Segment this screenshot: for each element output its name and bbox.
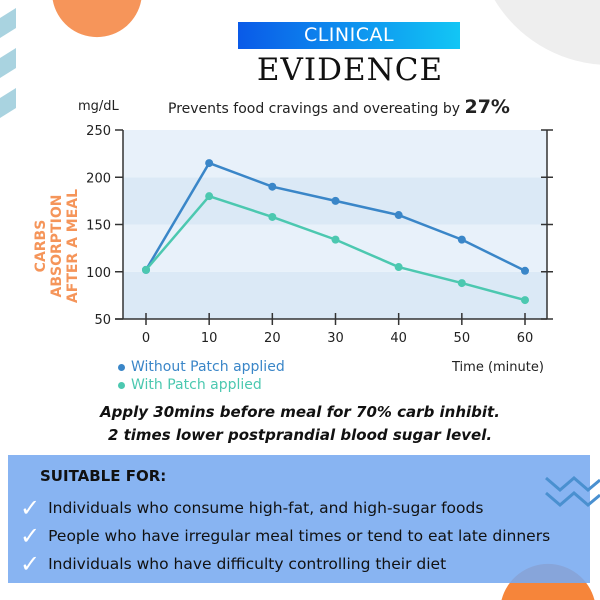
- x-tick-label: 10: [201, 331, 218, 346]
- x-tick-label: 30: [327, 331, 344, 346]
- y-tick-label: 50: [94, 313, 111, 328]
- x-tick-label: 40: [390, 331, 407, 346]
- data-point: [205, 192, 214, 201]
- check-icon: ✓: [20, 522, 41, 550]
- data-point: [457, 235, 466, 244]
- suitable-item: ✓ People who have irregular meal times or…: [20, 522, 550, 550]
- legend-dot: [118, 363, 125, 371]
- data-point: [521, 296, 529, 305]
- x-tick-label: 50: [454, 331, 471, 346]
- y-unit-label: mg/dL: [78, 99, 119, 114]
- orange-circle-decor: [52, 0, 142, 38]
- gray-circle-decor: [494, 0, 600, 65]
- data-point: [394, 263, 403, 272]
- y-tick-label: 250: [86, 124, 111, 139]
- plot-band: [123, 130, 547, 178]
- subtitle-highlight: 27%: [464, 96, 510, 118]
- data-point: [394, 211, 403, 220]
- data-point: [205, 159, 214, 168]
- x-axis-label: Time (minute): [452, 360, 544, 375]
- claim-line-2: 2 times lower postprandial blood sugar l…: [107, 426, 493, 444]
- data-point: [457, 279, 466, 288]
- check-icon: ✓: [20, 494, 41, 522]
- data-point: [331, 235, 340, 244]
- y-tick-label: 150: [86, 219, 111, 234]
- legend-item-with: With Patch applied: [118, 377, 262, 393]
- stripes-decor: [0, 8, 16, 118]
- suitable-item: ✓ Individuals who consume high-fat, and h…: [20, 494, 483, 522]
- legend-dot: [118, 381, 125, 389]
- data-point: [331, 196, 340, 205]
- plot-band: [123, 271, 547, 319]
- subtitle-text: Prevents food cravings and overeating by: [168, 101, 465, 117]
- claim-line-1: Apply 30mins before meal for 70% carb in…: [100, 403, 500, 421]
- suitable-box: [8, 455, 590, 583]
- suitable-item-text: Individuals who have difficulty controll…: [48, 555, 447, 573]
- legend-label: With Patch applied: [131, 377, 262, 393]
- page-title: EVIDENCE: [256, 52, 444, 88]
- x-tick-label: 0: [142, 331, 150, 346]
- legend-label: Without Patch applied: [131, 359, 285, 375]
- data-point: [268, 212, 277, 221]
- clinical-badge: CLINICAL: [238, 22, 460, 49]
- y-tick-label: 200: [86, 171, 111, 186]
- data-point: [142, 265, 150, 274]
- data-point: [268, 182, 277, 191]
- legend-item-without: Without Patch applied: [118, 359, 285, 375]
- plot-band: [123, 224, 547, 272]
- suitable-item-text: Individuals who consume high-fat, and hi…: [48, 499, 484, 517]
- suitable-item-text: People who have irregular meal times or …: [48, 527, 551, 545]
- suitable-item: ✓ Individuals who have difficulty control…: [20, 550, 446, 578]
- check-icon: ✓: [20, 550, 41, 578]
- y-tick-label: 100: [86, 266, 111, 281]
- x-tick-label: 20: [264, 331, 281, 346]
- subtitle: Prevents food cravings and overeating by…: [168, 96, 510, 118]
- data-point: [521, 266, 529, 275]
- x-tick-label: 60: [517, 331, 534, 346]
- suitable-heading: SUITABLE FOR:: [40, 467, 167, 485]
